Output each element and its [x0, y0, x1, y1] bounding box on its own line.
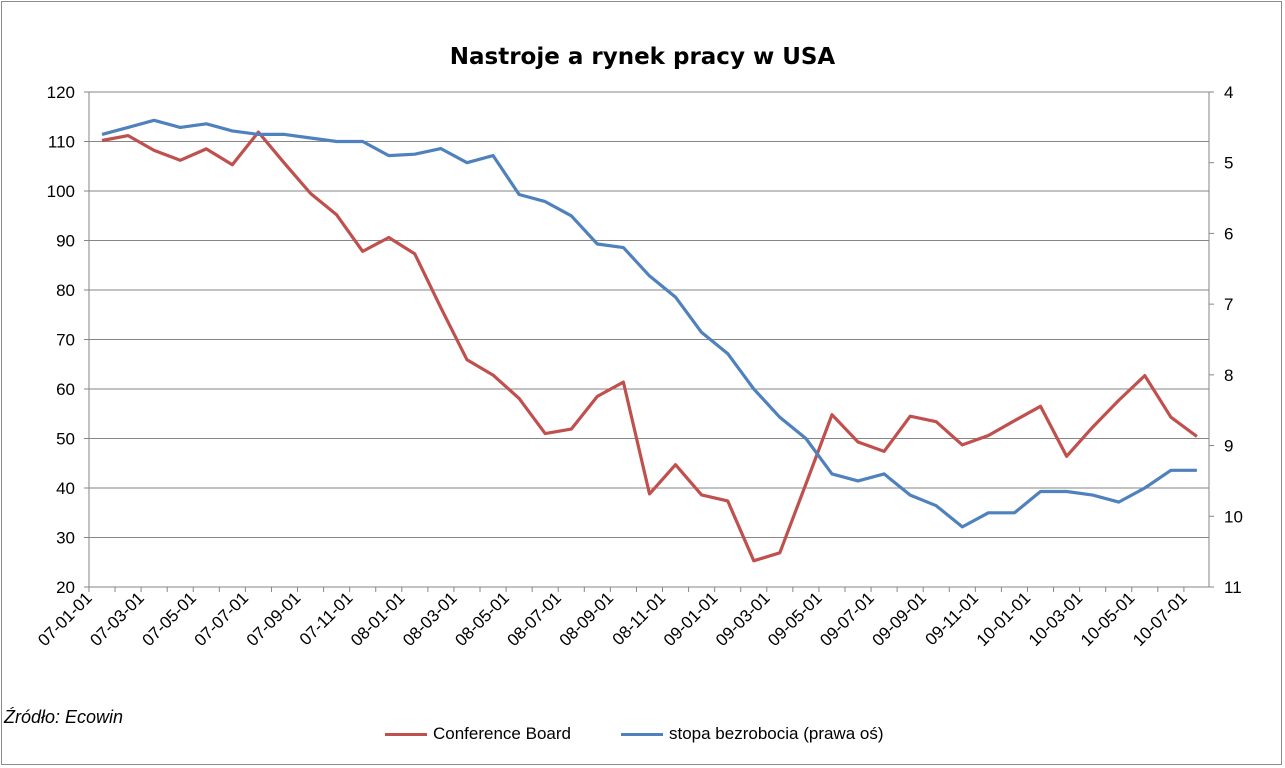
y-left-tick-label: 90 — [56, 232, 75, 251]
series-line-conference-board — [101, 130, 1198, 563]
y-right-tick-label: 10 — [1224, 507, 1243, 526]
x-tick-label: 09-11-01 — [922, 588, 983, 649]
legend-item-conference-board: Conference Board — [385, 724, 571, 744]
legend-swatch-unemployment — [621, 732, 663, 736]
x-tick-label: 08-03-01 — [399, 588, 461, 650]
x-tick-label: 08-01-01 — [347, 588, 409, 650]
y-right-tick-label: 4 — [1224, 83, 1233, 102]
y-left-tick-label: 50 — [56, 430, 75, 449]
y-left-tick-label: 30 — [56, 529, 75, 548]
y-right-tick-label: 8 — [1224, 366, 1233, 385]
legend: Conference Board stopa bezrobocia (prawa… — [0, 724, 1285, 748]
y-left-tick-label: 120 — [47, 83, 75, 102]
y-left-tick-label: 40 — [56, 479, 75, 498]
x-tick-label: 09-03-01 — [712, 588, 774, 650]
x-tick-label: 07-07-01 — [191, 588, 253, 650]
x-tick-label: 10-01-01 — [973, 588, 1035, 650]
x-tick-label: 10-07-01 — [1129, 588, 1191, 650]
y-right-tick-label: 5 — [1224, 154, 1233, 173]
x-tick-label: 08-09-01 — [556, 588, 618, 650]
x-tick-label: 07-09-01 — [243, 588, 305, 650]
x-tick-label: 08-07-01 — [503, 588, 565, 650]
y-left-tick-label: 70 — [56, 331, 75, 350]
chart-title: Nastroje a rynek pracy w USA — [449, 44, 836, 70]
y-right-tick-label: 7 — [1224, 295, 1233, 314]
legend-swatch-conference-board — [385, 732, 427, 736]
x-tick-label: 10-03-01 — [1025, 588, 1087, 650]
x-tick-label: 09-05-01 — [764, 588, 826, 650]
x-tick-label: 10-05-01 — [1077, 588, 1139, 650]
x-tick-label: 08-11-01 — [609, 588, 670, 649]
y-right-tick-label: 9 — [1224, 437, 1233, 456]
x-tick-label: 08-05-01 — [451, 588, 513, 650]
x-tick-label: 09-07-01 — [816, 588, 878, 650]
y-left-tick-label: 110 — [48, 133, 75, 152]
source-note: Źródło: Ecowin — [4, 707, 124, 727]
x-tick-label: 07-11-01 — [296, 588, 357, 649]
y-left-tick-label: 20 — [56, 578, 75, 597]
x-tick-label: 07-05-01 — [139, 588, 201, 650]
y-right-tick-label: 11 — [1224, 578, 1242, 597]
x-tick-label: 07-03-01 — [86, 588, 148, 650]
legend-item-unemployment: stopa bezrobocia (prawa oś) — [621, 724, 884, 744]
legend-label-conference-board: Conference Board — [433, 724, 571, 743]
y-left-tick-label: 80 — [56, 281, 75, 300]
y-left-tick-label: 100 — [47, 182, 75, 201]
legend-label-unemployment: stopa bezrobocia (prawa oś) — [669, 724, 884, 743]
y-left-tick-label: 60 — [56, 380, 75, 399]
series-line-unemployment — [101, 118, 1197, 529]
x-tick-label: 07-01-01 — [34, 588, 96, 650]
x-tick-label: 09-01-01 — [660, 588, 722, 650]
y-right-tick-label: 6 — [1224, 224, 1233, 243]
x-tick-label: 09-09-01 — [868, 588, 930, 650]
